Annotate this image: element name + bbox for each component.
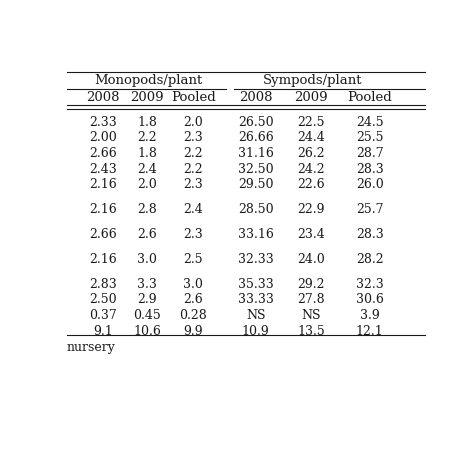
Text: 22.6: 22.6 <box>297 178 325 191</box>
Text: 2.00: 2.00 <box>90 131 117 144</box>
Text: 0.28: 0.28 <box>180 309 207 322</box>
Text: 2.50: 2.50 <box>90 293 117 306</box>
Text: 0.45: 0.45 <box>134 309 161 322</box>
Text: 2.2: 2.2 <box>183 147 203 160</box>
Text: 26.0: 26.0 <box>356 178 383 191</box>
Text: 27.8: 27.8 <box>297 293 325 306</box>
Text: 3.3: 3.3 <box>137 278 157 291</box>
Text: 9.1: 9.1 <box>93 325 113 337</box>
Text: 30.6: 30.6 <box>356 293 383 306</box>
Text: 0.37: 0.37 <box>90 309 117 322</box>
Text: 2.16: 2.16 <box>90 203 117 216</box>
Text: 9.9: 9.9 <box>183 325 203 337</box>
Text: 2.2: 2.2 <box>183 163 203 175</box>
Text: 2.9: 2.9 <box>137 293 157 306</box>
Text: 26.66: 26.66 <box>238 131 273 144</box>
Text: 2.66: 2.66 <box>90 147 117 160</box>
Text: 24.5: 24.5 <box>356 116 383 128</box>
Text: 28.7: 28.7 <box>356 147 383 160</box>
Text: 1.8: 1.8 <box>137 147 157 160</box>
Text: 2.33: 2.33 <box>90 116 117 128</box>
Text: 29.2: 29.2 <box>297 278 325 291</box>
Text: 23.4: 23.4 <box>297 228 325 241</box>
Text: 3.0: 3.0 <box>137 253 157 266</box>
Text: 29.50: 29.50 <box>238 178 273 191</box>
Text: 28.3: 28.3 <box>356 163 383 175</box>
Text: NS: NS <box>246 309 265 322</box>
Text: 2.0: 2.0 <box>137 178 157 191</box>
Text: 33.16: 33.16 <box>238 228 273 241</box>
Text: NS: NS <box>301 309 320 322</box>
Text: 2.3: 2.3 <box>183 228 203 241</box>
Text: 24.4: 24.4 <box>297 131 325 144</box>
Text: 33.33: 33.33 <box>238 293 273 306</box>
Text: 35.33: 35.33 <box>238 278 273 291</box>
Text: Sympods/plant: Sympods/plant <box>263 74 363 87</box>
Text: 32.33: 32.33 <box>238 253 273 266</box>
Text: 2.3: 2.3 <box>183 178 203 191</box>
Text: 2.3: 2.3 <box>183 131 203 144</box>
Text: 2009: 2009 <box>131 91 164 103</box>
Text: 2.4: 2.4 <box>137 163 157 175</box>
Text: nursery: nursery <box>66 341 116 354</box>
Text: 10.9: 10.9 <box>242 325 270 337</box>
Text: 32.50: 32.50 <box>238 163 273 175</box>
Text: 22.5: 22.5 <box>297 116 325 128</box>
Text: 2.16: 2.16 <box>90 178 117 191</box>
Text: 13.5: 13.5 <box>297 325 325 337</box>
Text: 24.0: 24.0 <box>297 253 325 266</box>
Text: 2.66: 2.66 <box>90 228 117 241</box>
Text: 3.0: 3.0 <box>183 278 203 291</box>
Text: 2.6: 2.6 <box>137 228 157 241</box>
Text: 2008: 2008 <box>239 91 273 103</box>
Text: 2.6: 2.6 <box>183 293 203 306</box>
Text: 32.3: 32.3 <box>356 278 383 291</box>
Text: 2.8: 2.8 <box>137 203 157 216</box>
Text: 22.9: 22.9 <box>297 203 325 216</box>
Text: 2.16: 2.16 <box>90 253 117 266</box>
Text: 2.2: 2.2 <box>137 131 157 144</box>
Text: 2.43: 2.43 <box>90 163 117 175</box>
Text: Pooled: Pooled <box>171 91 216 103</box>
Text: 2008: 2008 <box>87 91 120 103</box>
Text: 2.0: 2.0 <box>183 116 203 128</box>
Text: 3.9: 3.9 <box>360 309 380 322</box>
Text: Pooled: Pooled <box>347 91 392 103</box>
Text: 26.50: 26.50 <box>238 116 273 128</box>
Text: 2009: 2009 <box>294 91 328 103</box>
Text: 25.5: 25.5 <box>356 131 383 144</box>
Text: 31.16: 31.16 <box>238 147 273 160</box>
Text: 10.6: 10.6 <box>134 325 161 337</box>
Text: 12.1: 12.1 <box>356 325 383 337</box>
Text: 25.7: 25.7 <box>356 203 383 216</box>
Text: 26.2: 26.2 <box>297 147 325 160</box>
Text: 2.83: 2.83 <box>90 278 117 291</box>
Text: 2.4: 2.4 <box>183 203 203 216</box>
Text: 24.2: 24.2 <box>297 163 325 175</box>
Text: 28.50: 28.50 <box>238 203 273 216</box>
Text: 1.8: 1.8 <box>137 116 157 128</box>
Text: 2.5: 2.5 <box>183 253 203 266</box>
Text: 28.2: 28.2 <box>356 253 383 266</box>
Text: 28.3: 28.3 <box>356 228 383 241</box>
Text: Monopods/plant: Monopods/plant <box>94 74 202 87</box>
